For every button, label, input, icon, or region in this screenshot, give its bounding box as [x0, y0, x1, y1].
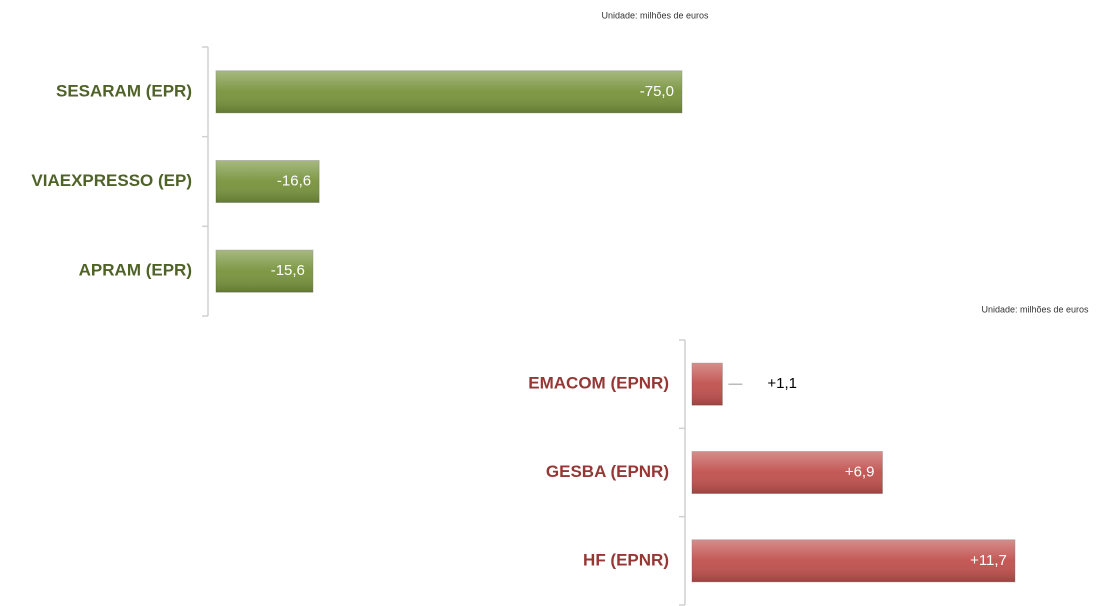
- value-label: -15,6: [271, 262, 305, 279]
- value-label: -16,6: [277, 172, 311, 189]
- category-label: SESARAM (EPR): [56, 81, 192, 100]
- value-label: +1,1: [767, 375, 797, 392]
- bar-shine: [692, 539, 1015, 582]
- unit-note: Unidade: milhões de euros: [981, 304, 1089, 314]
- bar-shine: [692, 451, 883, 494]
- bar-shine: [216, 250, 313, 293]
- category-label: APRAM (EPR): [79, 261, 192, 280]
- value-label: +11,7: [970, 552, 1007, 569]
- category-label: VIAEXPRESSO (EP): [31, 171, 192, 190]
- category-label: EMACOM (EPNR): [528, 374, 669, 393]
- bar-shine: [216, 70, 682, 113]
- unit-note: Unidade: milhões de euros: [601, 10, 709, 20]
- value-label: -75,0: [640, 83, 674, 100]
- category-label: GESBA (EPNR): [546, 462, 669, 481]
- bar-shine: [216, 160, 320, 203]
- category-label: HF (EPNR): [583, 550, 669, 569]
- value-label: +6,9: [845, 463, 875, 480]
- bar-shine: [692, 363, 723, 406]
